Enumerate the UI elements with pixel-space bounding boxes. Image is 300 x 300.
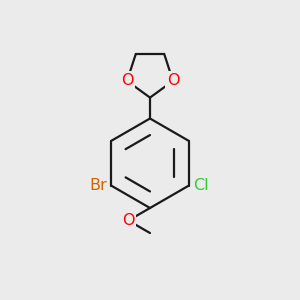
Text: Br: Br bbox=[89, 178, 107, 193]
Text: Cl: Cl bbox=[193, 178, 209, 193]
Text: O: O bbox=[167, 74, 179, 88]
Text: O: O bbox=[121, 74, 133, 88]
Text: O: O bbox=[122, 213, 135, 228]
